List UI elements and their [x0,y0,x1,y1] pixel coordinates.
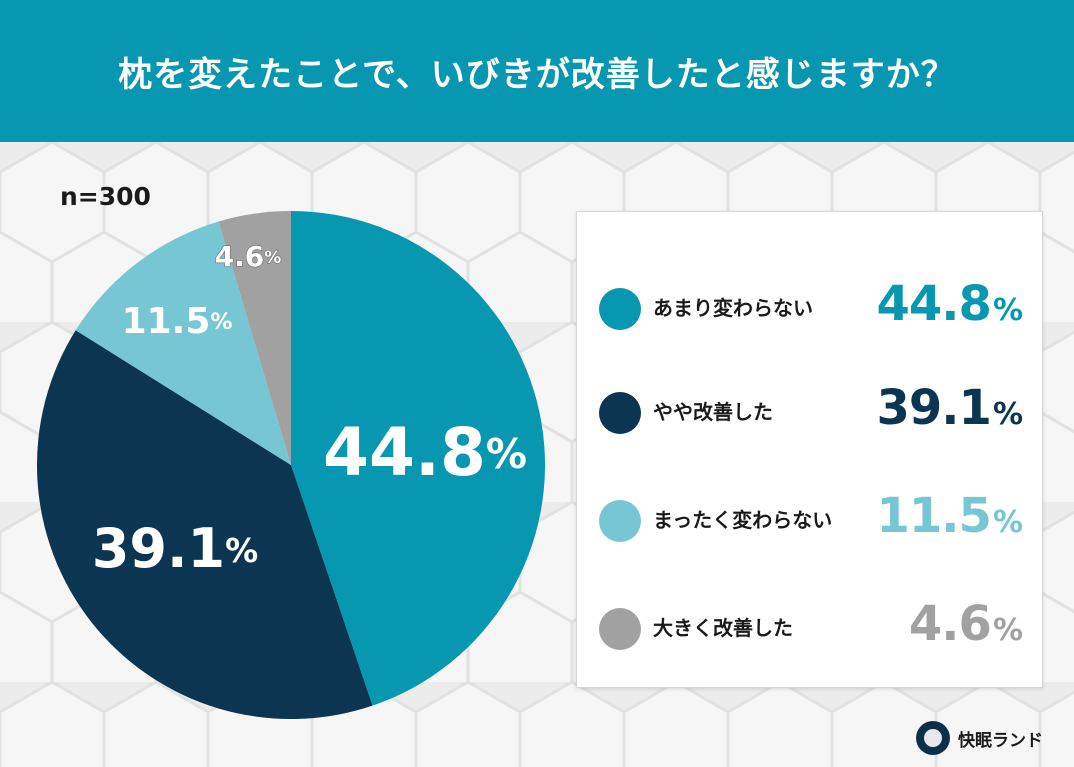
legend-value-2: 11.5% [876,488,1024,544]
sleeping-figure-icon [916,721,950,755]
chart-title: 枕を変えたことで、いびきが改善したと感じますか？ [118,54,956,95]
legend-swatch-0 [599,288,641,330]
pie-label-0: 44.8% [323,414,527,491]
pie-slice-3 [218,211,291,465]
pie-slice-1 [37,330,373,719]
sample-size-label: n=300 [60,182,151,211]
legend-label-2: まったく変わらない [653,508,833,532]
title-banner: 枕を変えたことで、いびきが改善したと感じますか？ [0,0,1074,142]
legend-value-3: 4.6% [908,596,1023,652]
pie-label-1: 39.1% [92,517,258,580]
pie-label-2: 11.5% [122,301,233,342]
legend-swatch-2 [599,500,641,542]
legend-swatch-3 [599,608,641,650]
pie-label-3: 4.6% [215,240,282,273]
brand: 快眠ランド [916,718,1043,758]
pie-slice-0 [291,211,545,706]
pie-chart: 44.8% 39.1% 11.5% 4.6% [37,211,545,719]
legend-label-0: あまり変わらない [653,296,813,320]
legend-value-1: 39.1% [876,380,1024,436]
pie-slice-2 [75,221,291,465]
legend-label-3: 大きく改善した [653,616,793,640]
brand-name: 快眠ランド [958,730,1043,751]
legend-item-3: 大きく改善した 4.6% [577,582,1042,672]
legend-item-1: やや改善した 39.1% [577,366,1042,456]
legend-swatch-1 [599,392,641,434]
legend-value-0: 44.8% [876,276,1024,332]
legend-label-1: やや改善した [653,400,773,424]
legend: あまり変わらない 44.8% やや改善した 39.1% まったく変わらない 11… [576,211,1043,688]
legend-item-0: あまり変わらない 44.8% [577,262,1042,352]
legend-item-2: まったく変わらない 11.5% [577,474,1042,564]
